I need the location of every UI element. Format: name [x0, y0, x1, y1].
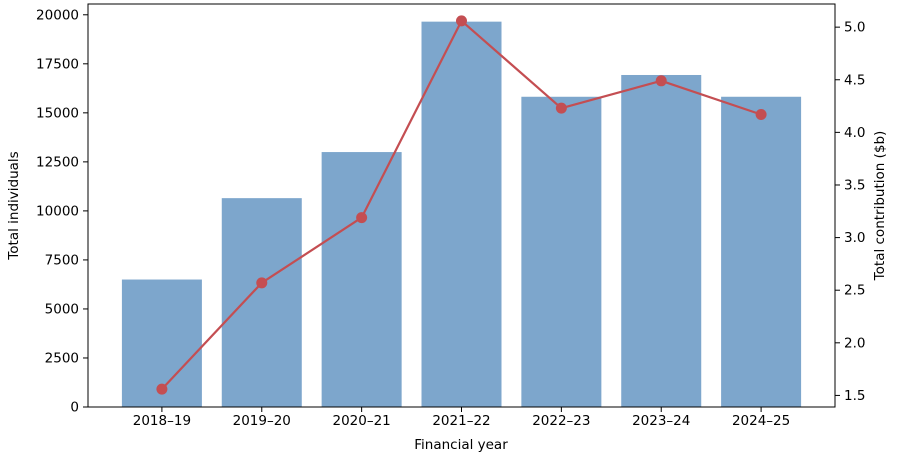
y-right-tick-label: 2.5 [844, 283, 865, 299]
y-right-tick-label: 4.5 [844, 72, 865, 88]
line-marker [256, 277, 268, 289]
bar [221, 198, 302, 407]
bar [621, 74, 702, 407]
y-left-tick-label: 10000 [36, 203, 79, 219]
y-left-tick-label: 17500 [36, 56, 79, 72]
x-tick-label: 2023–24 [632, 413, 690, 429]
y-right-tick-label: 5.0 [844, 20, 865, 36]
bar [721, 96, 802, 407]
x-tick-label: 2020–21 [332, 413, 390, 429]
y-left-tick-label: 12500 [36, 154, 79, 170]
x-tick-label: 2018–19 [133, 413, 191, 429]
y-right-tick-label: 2.0 [844, 335, 865, 351]
line-marker [156, 383, 168, 395]
line-marker [755, 108, 767, 120]
x-tick-label: 2022–23 [532, 413, 590, 429]
line-marker [456, 15, 467, 27]
x-tick-label: 2021–22 [432, 413, 490, 429]
y-right-tick-label: 3.0 [844, 230, 865, 246]
y-right-tick-label: 4.0 [844, 125, 865, 141]
y-left-tick-label: 2500 [45, 350, 79, 366]
line-marker [555, 102, 567, 114]
x-tick-label: 2024–25 [732, 413, 790, 429]
y-left-tick-label: 0 [70, 400, 79, 416]
y-left-tick-label: 7500 [45, 252, 79, 268]
x-tick-label: 2019–20 [233, 413, 291, 429]
line-marker [655, 75, 667, 87]
line-marker [356, 212, 368, 224]
bar [421, 21, 502, 408]
y-left-tick-label: 20000 [36, 7, 79, 23]
bar [521, 96, 602, 407]
y-right-axis-label: Total contribution ($b) [872, 131, 888, 282]
y-right-tick-label: 3.5 [844, 177, 865, 193]
x-axis-label: Financial year [414, 437, 508, 453]
y-left-axis-label: Total individuals [6, 151, 22, 260]
bar [321, 152, 402, 407]
y-left-tick-label: 15000 [36, 105, 79, 121]
y-left-tick-label: 5000 [45, 301, 79, 317]
y-right-tick-label: 1.5 [844, 388, 865, 404]
